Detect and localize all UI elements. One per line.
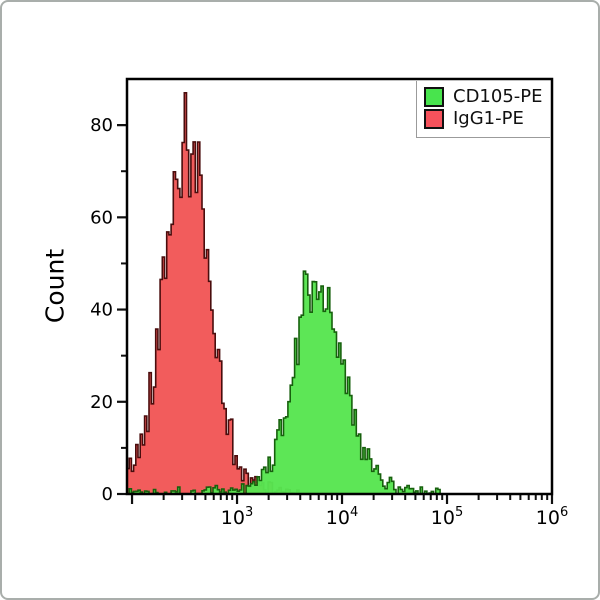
y-tick-label-60: 60 (90, 207, 113, 228)
x-tick-label-10e4: 104 (326, 505, 358, 529)
legend-swatch-cd105 (424, 87, 444, 107)
legend-label-cd105: CD105-PE (453, 86, 543, 108)
histogram-fill-CD105-PE (127, 271, 447, 494)
histogram-fill-IgG1-PE (127, 92, 300, 495)
legend-item-cd105: CD105-PE (424, 87, 544, 107)
y-tick-label-80: 80 (90, 115, 113, 136)
x-tick-label-10e3: 103 (221, 505, 253, 529)
y-axis-title: Count (40, 248, 70, 324)
y-tick-label-40: 40 (90, 300, 113, 321)
legend-swatch-igg1 (424, 109, 444, 129)
legend: CD105-PE IgG1-PE (416, 81, 550, 138)
legend-label-igg1: IgG1-PE (453, 108, 524, 130)
x-tick-label-10e6: 106 (536, 505, 568, 529)
plot-frame (125, 77, 554, 496)
x-tick-label-10e5: 105 (431, 505, 463, 529)
y-tick-label-20: 20 (90, 392, 113, 413)
y-tick-label-0: 0 (102, 484, 113, 505)
legend-item-igg1: IgG1-PE (424, 109, 544, 129)
